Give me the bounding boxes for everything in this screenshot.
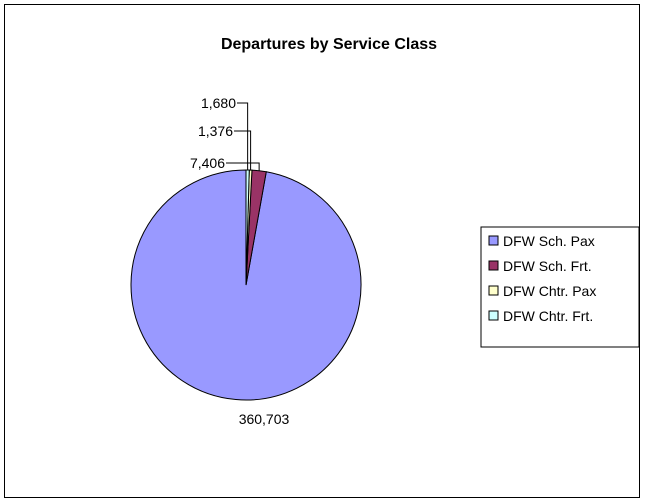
pie-slices: [130, 169, 362, 401]
data-label-dfw-sch-pax: 360,703: [239, 411, 290, 427]
legend-swatch-dfw-sch-pax: [488, 235, 499, 246]
leader-line-dfw-chtr-frt: [237, 102, 249, 171]
legend-swatch-dfw-sch-frt: [488, 260, 499, 271]
legend-swatch-dfw-chtr-pax: [488, 285, 499, 296]
legend-label-dfw-sch-pax: DFW Sch. Pax: [503, 233, 595, 249]
chart-title: Departures by Service Class: [221, 36, 437, 53]
pie-slice-dfw-chtr-frt: [245, 169, 250, 286]
data-label-dfw-chtr-frt: 1,680: [201, 95, 236, 111]
data-labels: 360,703 7,406 1,376 1,680: [190, 95, 290, 427]
leader-line-dfw-sch-frt: [226, 162, 260, 171]
data-label-dfw-sch-frt: 7,406: [190, 155, 225, 171]
legend-box: [480, 226, 640, 348]
legend-swatch-dfw-chtr-frt: [488, 310, 499, 321]
legend: DFW Sch. Pax DFW Sch. Frt. DFW Chtr. Pax DF…: [480, 226, 640, 348]
legend-label-dfw-sch-frt: DFW Sch. Frt.: [503, 258, 592, 274]
data-label-dfw-chtr-pax: 1,376: [198, 123, 233, 139]
leader-line-dfw-chtr-pax: [234, 130, 252, 171]
legend-label-dfw-chtr-frt: DFW Chtr. Frt.: [503, 308, 593, 324]
legend-label-dfw-chtr-pax: DFW Chtr. Pax: [503, 283, 596, 299]
